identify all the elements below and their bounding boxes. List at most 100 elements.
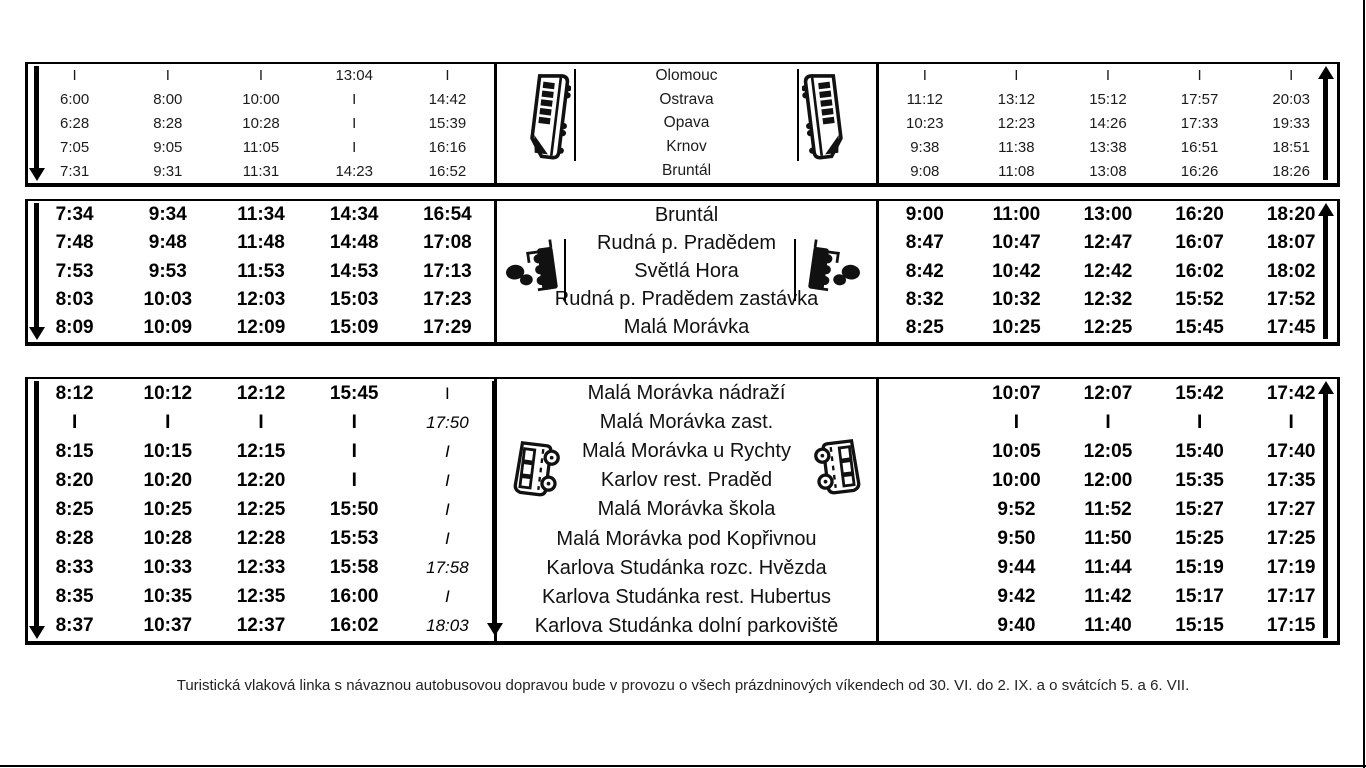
time-cell: 14:23 [335,162,373,180]
time-cell: 10:20 [143,469,193,491]
time-cell: 15:53 [329,528,379,550]
time-cell: I [258,411,264,433]
time-cell: 6:00 [60,91,90,109]
time-cell: 7:48 [55,232,94,254]
time-cell: 10:00 [242,91,280,109]
time-cell: 8:42 [905,260,944,282]
time-cell: 13:04 [335,67,373,85]
time-cell: I [922,67,927,85]
time-cell: 8:03 [55,288,94,310]
station-name: Malá Morávka nádraží [587,382,786,405]
station-names: Olomouc Ostrava Opava Krnov Bruntál [497,64,876,183]
section-divider [876,64,879,183]
time-row: 9:40 11:40 15:15 17:15 [879,612,1337,641]
time-cell: 7:05 [60,138,90,156]
time-cell: I [352,114,357,132]
time-cell: 15:09 [329,316,379,338]
time-cell: 17:40 [1266,440,1316,462]
time-cell: 12:20 [236,469,286,491]
departure-times-right: 9:00 11:00 13:00 16:20 18:20 8:47 10:47 12:47 16… [879,201,1337,342]
down-arrow-icon [28,203,45,340]
time-row: 7:48 9:48 11:48 14:48 17:08 [28,229,494,257]
time-cell: 18:03 [426,616,469,636]
time-cell: 12:05 [1083,440,1133,462]
timetable-bus-section: 8:12 10:12 12:12 15:45 I I I I I 17:50 8:15 10:15 12… [25,377,1340,645]
station-names-section: Bruntál Rudná p. Pradědem Světlá Hora Rudná… [497,201,876,342]
departure-times-right: 10:07 12:07 15:42 17:42 I I I I 10:05 12:05 15:40 1… [879,379,1337,641]
time-cell: 6:28 [60,114,90,132]
time-cell: 14:26 [1089,114,1127,132]
time-cell: 18:02 [1266,260,1316,282]
time-cell: 13:08 [1089,162,1127,180]
time-cell: 9:34 [148,204,187,226]
time-row: 10:23 12:23 14:26 17:33 19:33 [879,112,1337,136]
time-cell: 19:33 [1272,114,1310,132]
time-row: 8:20 10:20 12:20 I I [28,466,494,495]
time-cell: 11:05 [242,138,280,156]
time-cell [879,612,971,641]
time-row: 8:37 10:37 12:37 16:02 18:03 [28,612,494,641]
icon-separator-line [794,239,796,301]
time-row: 9:42 11:42 15:17 17:17 [879,583,1337,612]
time-cell: 10:07 [992,382,1041,404]
time-row: 8:25 10:25 12:25 15:50 I [28,495,494,524]
time-cell: 8:33 [55,557,94,579]
time-cell: 10:12 [143,382,193,404]
time-cell: 11:52 [1084,498,1132,520]
time-cell: 12:09 [236,316,286,338]
time-cell: 12:07 [1083,382,1133,404]
down-arrow-icon [486,381,503,636]
time-row: 9:38 11:38 13:38 16:51 18:51 [879,135,1337,159]
time-cell: 14:48 [329,232,379,254]
time-cell: I [445,383,450,403]
time-cell: I [352,138,357,156]
bus-icon [509,439,565,506]
time-cell: 17:33 [1180,114,1219,132]
station-name: Opava [663,114,710,132]
time-cell: 17:42 [1266,382,1316,404]
time-cell: 10:09 [143,316,193,338]
departure-times-left: 8:12 10:12 12:12 15:45 I I I I I 17:50 8:15 10:15 12… [28,379,494,641]
time-cell: I [71,411,78,433]
time-cell: 10:15 [143,440,193,462]
icon-separator-line [797,69,799,161]
time-row: 9:52 11:52 15:27 17:27 [879,495,1337,524]
time-cell: 15:17 [1175,586,1224,608]
time-cell: 16:51 [1180,138,1219,156]
time-row: 9:50 11:50 15:25 17:25 [879,525,1337,554]
time-cell: 11:12 [906,91,944,109]
train-icon [525,68,572,171]
time-cell: 9:00 [905,204,944,226]
time-cell [879,495,971,524]
time-cell [879,583,971,612]
time-cell: 10:28 [242,114,280,132]
time-cell: 10:23 [906,114,944,132]
station-name: Malá Morávka [623,316,750,339]
section-divider [494,64,497,183]
time-cell: 12:25 [236,498,286,520]
time-cell: 17:15 [1266,615,1316,637]
time-cell: 15:42 [1175,382,1224,404]
time-cell: I [165,67,170,85]
time-cell: 15:50 [329,498,379,520]
time-cell: 16:02 [1175,260,1224,282]
time-cell: 7:31 [60,162,90,180]
steam-locomotive-icon [505,239,569,306]
time-cell: 15:40 [1175,440,1224,462]
time-cell: 15:12 [1089,91,1127,109]
icon-separator-line [574,69,576,161]
station-name: Rudná p. Pradědem zastávka [554,288,819,311]
time-cell: 16:54 [423,204,472,226]
time-cell: 11:53 [237,260,285,282]
time-cell: 12:25 [1083,316,1133,338]
station-name: Světlá Hora [634,260,739,282]
station-name: Ostrava [659,90,714,108]
up-arrow-icon [1317,381,1334,638]
time-cell: 12:37 [236,615,286,637]
time-row: 10:00 12:00 15:35 17:35 [879,466,1337,495]
time-row: 8:25 10:25 12:25 15:45 17:45 [879,314,1337,342]
time-cell: I [445,441,450,461]
time-cell: 13:38 [1089,138,1127,156]
time-cell: I [445,67,450,85]
